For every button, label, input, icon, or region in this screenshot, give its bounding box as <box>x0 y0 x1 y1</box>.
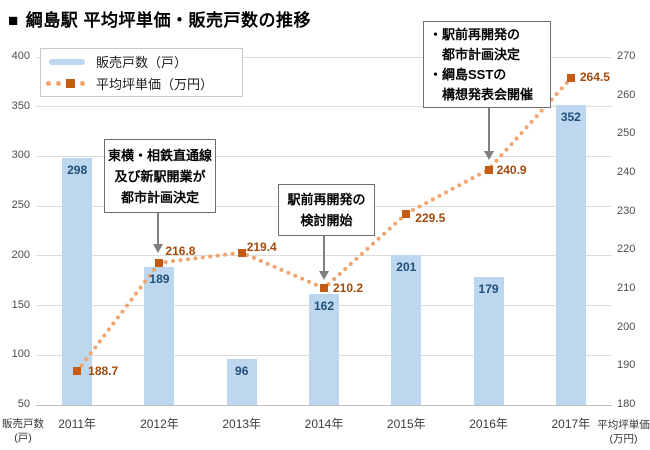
arrow-head-icon <box>484 151 494 160</box>
right-axis-tick: 250 <box>617 127 636 140</box>
line-point-marker <box>73 367 82 376</box>
x-axis-label: 2012年 <box>140 417 179 431</box>
left-axis-tick: 100 <box>11 348 30 361</box>
right-axis-tick: 260 <box>617 88 636 101</box>
arrow-head-icon <box>153 244 163 253</box>
x-axis-label: 2016年 <box>469 417 508 431</box>
annotation-line: 構想発表会開催 <box>429 86 534 102</box>
legend-item-units: 販売戸数（戸） <box>41 51 242 72</box>
line-point-label: 216.8 <box>165 243 196 258</box>
page-title: ■ 綱島駅 平均坪単価・販売戸数の推移 <box>8 6 311 31</box>
left-axis-caption: 販売戸数 (戸) <box>2 417 44 445</box>
annotation-line: 都市計画決定 <box>429 46 521 62</box>
annotation-2012-box: 東横・相鉄直通線 及び新駅開業が 都市計画決定 <box>104 139 216 213</box>
line-point-marker <box>566 74 575 83</box>
left-axis-tick: 300 <box>11 149 30 162</box>
right-axis-tick: 270 <box>617 50 636 62</box>
arrow-head-icon <box>319 271 329 280</box>
right-axis-tick: 210 <box>617 282 636 294</box>
right-axis-tick: 200 <box>617 320 636 333</box>
title-square-icon: ■ <box>8 11 19 30</box>
line-point-marker <box>320 284 328 293</box>
bar-value-label: 352 <box>560 109 581 124</box>
bar-series-swatch-icon <box>49 58 85 65</box>
x-axis-line <box>36 404 612 406</box>
left-axis-caption-line: (戸) <box>14 432 32 444</box>
left-axis-tick: 400 <box>11 50 30 62</box>
bar <box>473 276 504 405</box>
annotation-line: ・綱島SSTの <box>429 66 507 82</box>
line-point-marker <box>155 258 164 267</box>
annotation-line: 東横・相鉄直通線 <box>107 147 212 163</box>
left-axis-tick: 50 <box>17 398 30 410</box>
right-axis-tick: 230 <box>617 204 636 217</box>
legend-label: 平均坪単価（万円） <box>96 76 214 92</box>
bar-value-label: 96 <box>235 364 249 379</box>
annotation-line: ・駅前再開発の <box>429 26 521 42</box>
left-axis-caption-line: 販売戸数 <box>2 418 44 430</box>
right-axis-caption: 平均坪単価 (万円) <box>597 418 650 446</box>
x-axis-label: 2011年 <box>58 417 97 431</box>
bar-value-label: 179 <box>478 281 499 296</box>
line-point-marker <box>402 209 411 218</box>
line-point-label: 264.5 <box>579 70 610 85</box>
right-axis-tick: 180 <box>617 398 636 410</box>
right-axis-caption-line: (万円) <box>609 433 638 445</box>
line-point-label: 188.7 <box>88 364 119 379</box>
chart-legend: 販売戸数（戸） 平均坪単価（万円） <box>40 48 243 97</box>
page-title-text: 綱島駅 平均坪単価・販売戸数の推移 <box>25 11 312 30</box>
x-axis-label: 2015年 <box>386 417 426 431</box>
annotation-2016-box: ・駅前再開発の 都市計画決定 ・綱島SSTの 構想発表会開催 <box>423 21 551 108</box>
line-point-label: 240.9 <box>496 162 527 177</box>
bar-value-label: 201 <box>396 259 417 274</box>
x-axis-label: 2013年 <box>222 417 262 431</box>
bar <box>555 104 586 405</box>
bar-value-label: 162 <box>313 298 335 313</box>
x-axis-label: 2014年 <box>304 417 344 431</box>
legend-label: 販売戸数（戸） <box>96 55 188 71</box>
right-axis-caption-line: 平均坪単価 <box>597 419 650 431</box>
left-axis-tick: 250 <box>11 199 30 212</box>
line-point-label: 229.5 <box>415 210 446 225</box>
line-point-label: 210.2 <box>333 281 364 296</box>
annotation-line: 及び新駅開業が <box>114 168 206 184</box>
annotation-arrow-2014 <box>323 236 325 271</box>
annotation-arrow-2012 <box>157 213 159 244</box>
annotation-line: 駅前再開発の <box>287 192 366 207</box>
bar-value-label: 298 <box>67 163 88 178</box>
x-axis-label: 2017年 <box>551 417 591 431</box>
bar <box>391 254 422 405</box>
bar-value-label: 189 <box>149 271 170 286</box>
bar <box>144 266 175 405</box>
right-axis-tick: 240 <box>617 166 636 178</box>
annotation-2014-box: 駅前再開発の 検討開始 <box>278 184 375 236</box>
left-axis-tick: 150 <box>11 298 30 311</box>
dotted-line-swatch-icon <box>46 78 85 88</box>
right-axis-tick: 220 <box>617 243 636 256</box>
line-point-marker <box>484 165 493 174</box>
annotation-line: 都市計画決定 <box>120 189 199 205</box>
line-point-marker <box>237 248 246 257</box>
annotation-arrow-2016 <box>488 108 490 151</box>
gridline <box>36 56 612 58</box>
left-axis-tick: 200 <box>11 248 30 261</box>
left-axis-tick: 350 <box>11 99 30 112</box>
right-axis-tick: 190 <box>617 359 636 372</box>
legend-item-price: 平均坪単価（万円） <box>41 73 242 94</box>
annotation-line: 検討開始 <box>300 213 353 228</box>
line-point-label: 219.4 <box>246 239 277 254</box>
